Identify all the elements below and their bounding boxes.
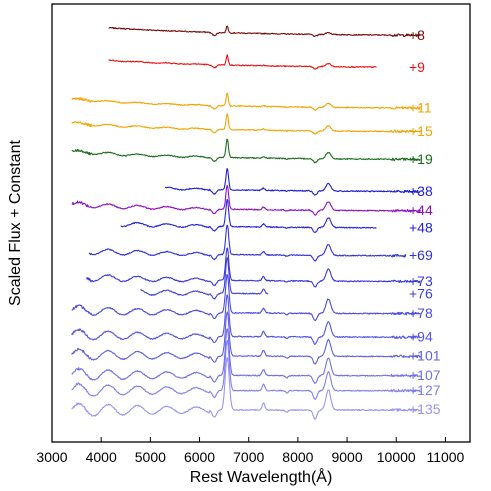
spectrum-+107	[71, 328, 421, 385]
x-tick-label-8000: 8000	[282, 449, 313, 465]
spectrum-+9	[108, 54, 377, 70]
epoch-label-layer: +8 +9 +11 +15 +19 +38 +44+48 +69 +73+76 +78 +94 +10…	[409, 27, 441, 417]
x-tick-label-4000: 4000	[86, 449, 117, 465]
spectrum-+69	[88, 224, 407, 262]
spectrum-+44	[71, 185, 421, 216]
spectrum-+73	[85, 247, 421, 288]
spectrum-+101	[71, 311, 421, 365]
x-axis-label: Rest Wavelength(Å)	[190, 467, 333, 486]
spectrum-+94	[71, 294, 421, 346]
epoch-label-+11: +11	[409, 100, 432, 116]
x-tick-label-11000: 11000	[426, 449, 464, 465]
x-tick-label-10000: 10000	[377, 449, 416, 465]
epoch-label-+19: +19	[409, 151, 433, 167]
x-tick-label-7000: 7000	[233, 449, 264, 465]
spectrum-+11	[71, 92, 421, 112]
x-tick-label-6000: 6000	[184, 449, 215, 465]
x-tick-label-5000: 5000	[135, 449, 166, 465]
spectrum-+78	[71, 274, 421, 322]
spectrum-+135	[71, 357, 421, 420]
plot-frame	[51, 3, 471, 443]
epoch-label-+38: +38	[409, 183, 433, 199]
epoch-label-+76: +76	[409, 286, 433, 302]
epoch-label-+127: +127	[409, 382, 441, 398]
epoch-label-+8: +8	[409, 27, 425, 43]
spectrum-+127	[71, 339, 421, 400]
epoch-label-+94: +94	[409, 328, 433, 344]
spectrum-+48	[120, 198, 377, 234]
epoch-label-+107: +107	[409, 367, 441, 383]
spectrum-+8	[108, 25, 422, 38]
spectrum-+38	[164, 167, 421, 196]
epoch-label-+69: +69	[409, 247, 433, 263]
epoch-label-+135: +135	[409, 401, 441, 417]
epoch-label-+9: +9	[409, 59, 425, 75]
x-tick-label-3000: 3000	[36, 449, 67, 465]
x-tick-label-9000: 9000	[331, 449, 362, 465]
epoch-label-+15: +15	[409, 123, 433, 139]
x-axis-ticks: 3000 4000 5000 6000 7000 8000 9000 10000 11000	[36, 437, 465, 465]
epoch-label-+48: +48	[409, 219, 433, 235]
spectrum-+76	[140, 257, 269, 300]
epoch-label-+44: +44	[409, 202, 433, 218]
spectra-layer	[71, 25, 422, 420]
epoch-label-+101: +101	[409, 348, 441, 364]
epoch-label-+73: +73	[409, 273, 433, 289]
y-axis-label: Scaled Flux + Constant	[7, 140, 24, 306]
epoch-label-+78: +78	[409, 305, 433, 321]
spectrum-+15	[71, 113, 421, 135]
spectrum-+19	[71, 138, 421, 164]
